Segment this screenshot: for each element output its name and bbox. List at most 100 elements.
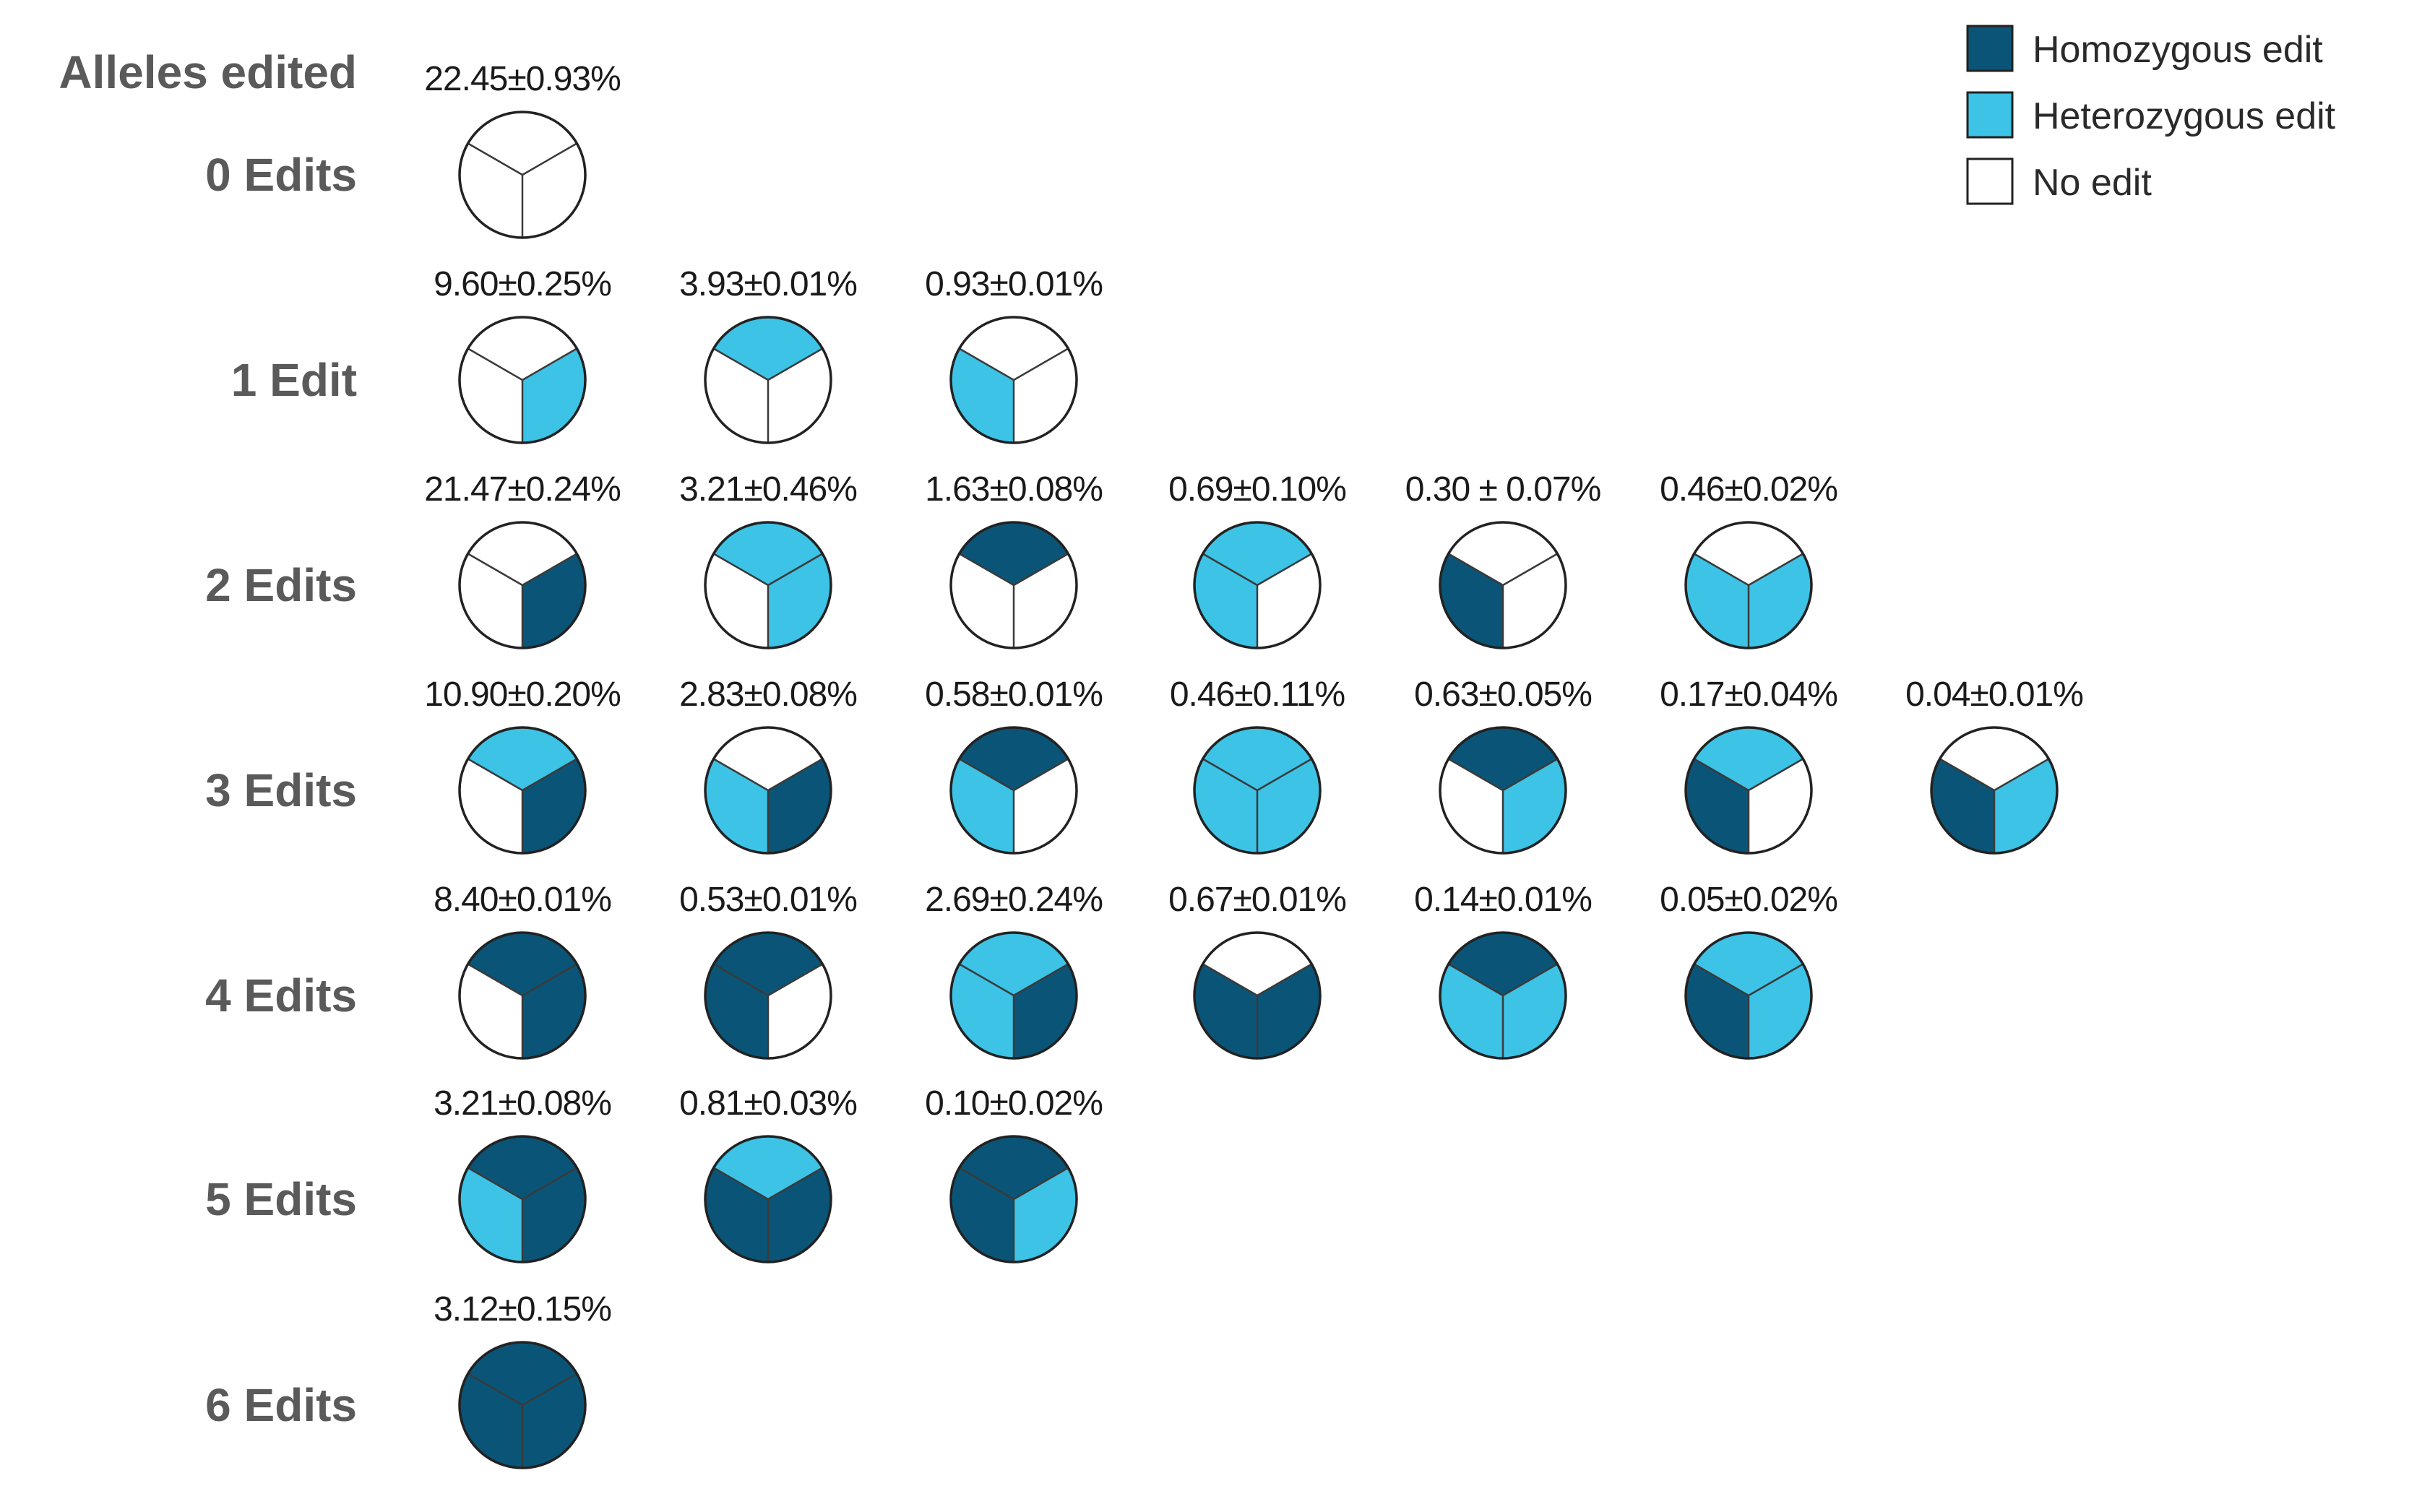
sector-divider bbox=[467, 758, 523, 792]
allele-circle: 0.53±0.01% bbox=[679, 881, 858, 1060]
sector-none bbox=[705, 348, 768, 443]
circle-outline bbox=[1439, 521, 1567, 649]
sector-het bbox=[1202, 727, 1312, 790]
sector-divider bbox=[767, 1167, 823, 1201]
circle-outline bbox=[704, 1135, 832, 1263]
percent-label: 0.63±0.05% bbox=[1414, 675, 1592, 714]
sector-hom bbox=[1686, 759, 1749, 853]
sector-hom bbox=[768, 759, 831, 853]
sector-none bbox=[1694, 522, 1803, 585]
sector-het bbox=[1014, 1167, 1077, 1262]
percent-label: 0.67±0.01% bbox=[1168, 881, 1346, 919]
sector-none bbox=[1014, 759, 1077, 853]
allele-circle: 0.81±0.03% bbox=[679, 1084, 858, 1263]
sector-het bbox=[713, 317, 823, 380]
row-3-edits: 3 Edits 10.90±0.20% 2.83±0.08% 0.58±0.01% 0.… bbox=[205, 675, 2084, 855]
sector-divider bbox=[467, 1373, 523, 1407]
sector-divider bbox=[467, 142, 523, 176]
percent-label: 0.46±0.11% bbox=[1170, 675, 1345, 714]
sector-divider bbox=[522, 347, 577, 381]
circle-outline bbox=[949, 316, 1078, 444]
sector-hom bbox=[460, 1373, 522, 1468]
sector-none bbox=[1939, 727, 2049, 790]
sector-none bbox=[959, 317, 1069, 380]
percent-label: 3.93±0.01% bbox=[679, 265, 857, 303]
sector-none bbox=[768, 348, 831, 443]
sector-hom bbox=[1194, 964, 1257, 1058]
sector-none bbox=[467, 317, 577, 380]
sector-none bbox=[460, 348, 522, 443]
sector-het bbox=[959, 933, 1069, 995]
sector-het bbox=[1503, 759, 1566, 853]
sector-divider bbox=[959, 758, 1014, 792]
sector-divider bbox=[1939, 758, 1995, 792]
sector-het bbox=[1994, 759, 2057, 853]
sector-hom bbox=[1440, 553, 1503, 648]
circle-outline bbox=[458, 316, 587, 444]
circle-outline bbox=[949, 521, 1078, 649]
sector-hom bbox=[959, 1136, 1069, 1199]
sector-het bbox=[951, 348, 1014, 443]
circle-outline bbox=[1684, 931, 1813, 1060]
percent-label: 1.63±0.08% bbox=[925, 470, 1103, 509]
circle-outline bbox=[1930, 726, 2059, 855]
sector-divider bbox=[1013, 758, 1069, 792]
percent-label: 3.21±0.08% bbox=[434, 1084, 611, 1123]
row-label: 6 Edits bbox=[205, 1379, 357, 1431]
sector-none bbox=[1749, 759, 1811, 853]
circle-outline bbox=[458, 111, 587, 239]
sector-divider bbox=[1694, 963, 1749, 997]
sector-het bbox=[951, 964, 1014, 1058]
percent-label: 0.46±0.02% bbox=[1660, 470, 1837, 509]
allele-circle: 1.63±0.08% bbox=[925, 470, 1103, 649]
allele-circle: 2.69±0.24% bbox=[925, 881, 1103, 1060]
sector-hom bbox=[705, 1167, 768, 1262]
sector-divider bbox=[1502, 553, 1558, 587]
percent-label: 0.93±0.01% bbox=[925, 265, 1103, 303]
sector-divider bbox=[1694, 553, 1749, 587]
sector-divider bbox=[1202, 758, 1258, 792]
legend-swatch-hom bbox=[1966, 25, 2014, 72]
edit-rows: 0 Edits 22.45±0.93% 1 Edit 9.60±0.25% 3.93±0… bbox=[205, 60, 2084, 1469]
percent-label: 0.81±0.03% bbox=[679, 1084, 857, 1123]
sector-divider bbox=[1202, 963, 1258, 997]
sector-divider bbox=[522, 142, 577, 176]
circle-outline bbox=[458, 1135, 587, 1263]
sector-het bbox=[713, 522, 823, 585]
sector-divider bbox=[713, 347, 769, 381]
legend-label-het: Heterozygous edit bbox=[2033, 95, 2336, 137]
allele-circle: 0.69±0.10% bbox=[1168, 470, 1347, 649]
allele-circle: 0.14±0.01% bbox=[1414, 881, 1593, 1060]
circle-outline bbox=[458, 1341, 587, 1469]
row-0-edits: 0 Edits 22.45±0.93% bbox=[205, 60, 621, 239]
sector-divider bbox=[1994, 758, 2049, 792]
allele-circle: 0.58±0.01% bbox=[925, 675, 1103, 855]
sector-divider bbox=[1448, 758, 1504, 792]
sector-het bbox=[1194, 759, 1257, 853]
percent-label: 0.58±0.01% bbox=[925, 675, 1103, 714]
sector-het bbox=[951, 759, 1014, 853]
sector-het bbox=[1440, 964, 1503, 1058]
allele-circle: 0.67±0.01% bbox=[1168, 881, 1347, 1060]
sector-hom bbox=[768, 1167, 831, 1262]
circle-outline bbox=[458, 931, 587, 1060]
row-1-edits: 1 Edit 9.60±0.25% 3.93±0.01% 0.93±0.01% bbox=[231, 265, 1103, 444]
allele-circle: 0.17±0.04% bbox=[1660, 675, 1838, 855]
sector-none bbox=[1014, 553, 1077, 648]
sector-het bbox=[1257, 759, 1320, 853]
sector-hom bbox=[467, 1136, 577, 1199]
sector-hom bbox=[705, 964, 768, 1058]
sector-hom bbox=[1448, 933, 1558, 995]
sector-divider bbox=[467, 347, 523, 381]
circle-outline bbox=[704, 521, 832, 649]
legend-label-none: No edit bbox=[2033, 162, 2152, 204]
sector-divider bbox=[713, 553, 769, 587]
sector-divider bbox=[713, 963, 769, 997]
sector-none bbox=[460, 143, 522, 238]
sector-het bbox=[713, 1136, 823, 1199]
row-label: 5 Edits bbox=[205, 1173, 357, 1225]
circle-outline bbox=[704, 316, 832, 444]
legend-swatch-het bbox=[1966, 91, 2014, 139]
percent-label: 0.10±0.02% bbox=[925, 1084, 1103, 1123]
sector-none bbox=[705, 553, 768, 648]
